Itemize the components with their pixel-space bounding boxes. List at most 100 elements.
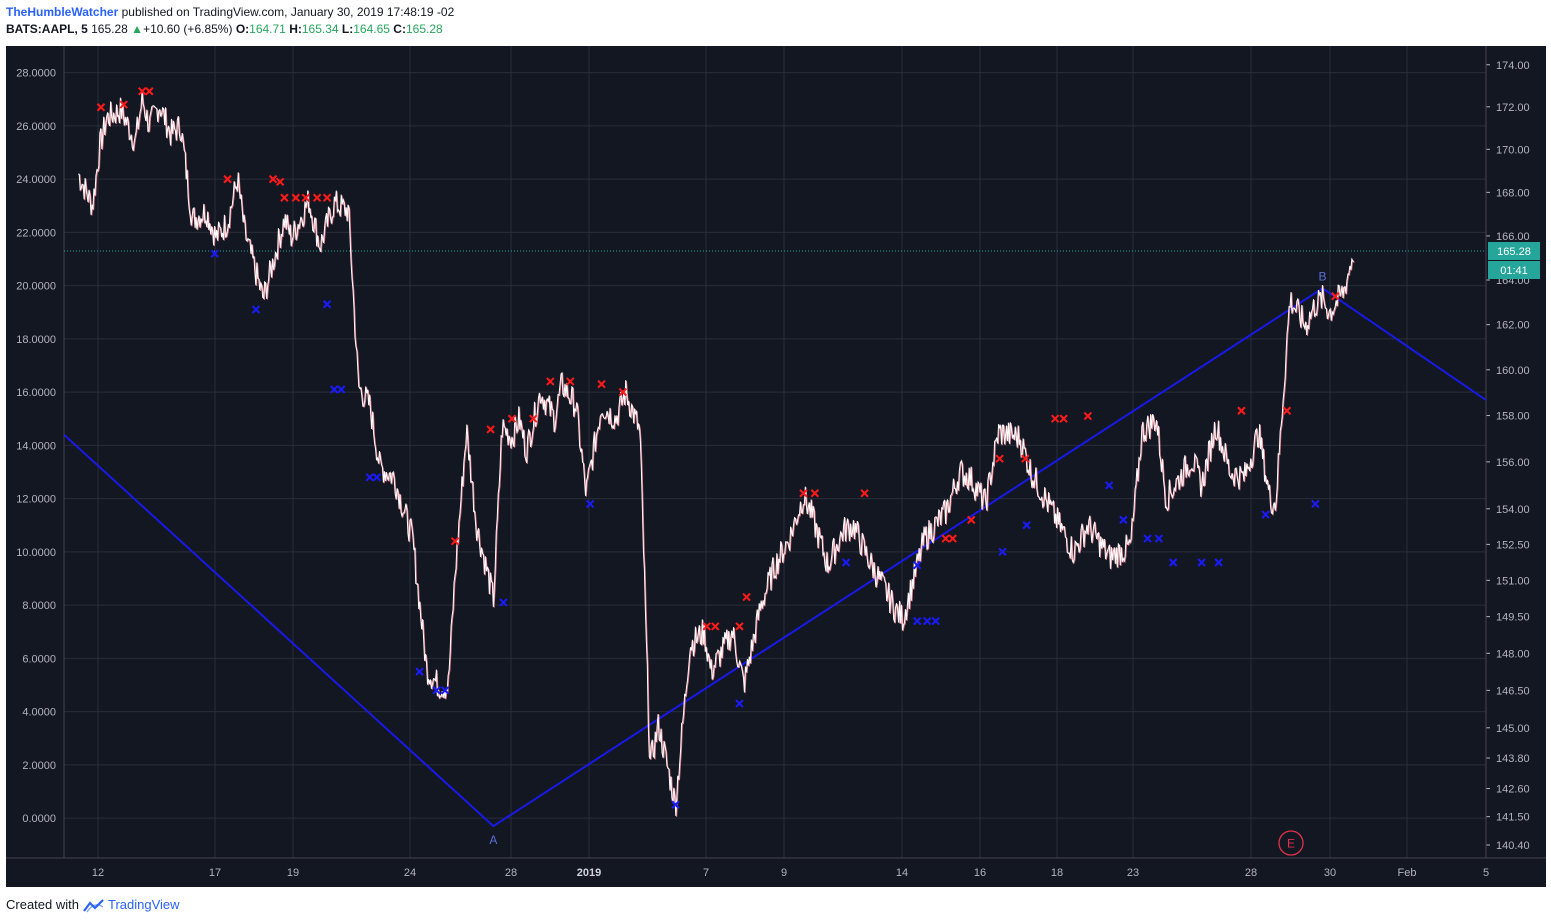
- price-chart[interactable]: 28.0000 26.0000 24.0000 22.0000 20.0000 18.00…: [6, 40, 1546, 887]
- wave-e-circle: [1278, 830, 1304, 856]
- time-axis-label: 9: [781, 867, 787, 879]
- marker-stroke: [275, 177, 285, 186]
- marker-stroke: [1021, 454, 1030, 463]
- left-axis-tick-label: 18.0000: [16, 334, 56, 346]
- buy-signal-icon: [1168, 558, 1178, 567]
- marker-stroke: [145, 87, 154, 96]
- marker-stroke: [291, 193, 300, 202]
- price-series-line: [78, 90, 1354, 817]
- time-axis-label: 28: [505, 867, 517, 879]
- last-price-tag-label: 165.28: [1497, 246, 1531, 258]
- marker-stroke: [529, 414, 538, 423]
- marker-stroke: [711, 622, 720, 631]
- right-axis-area: [1486, 46, 1546, 858]
- marker-stroke: [507, 414, 517, 423]
- marker-stroke: [912, 560, 922, 570]
- marker-stroke: [735, 622, 744, 631]
- time-axis-label: 17: [209, 867, 221, 879]
- marker-stroke: [1050, 414, 1060, 423]
- buy-signal-icon: [337, 385, 346, 394]
- left-axis-tick-label: 2.0000: [22, 760, 56, 772]
- sell-signal-icon: [597, 379, 606, 389]
- buy-signal-icon: [1311, 499, 1320, 509]
- left-axis-tick-label: 14.0000: [16, 440, 56, 452]
- sell-signal-icon: [450, 536, 460, 546]
- marker-stroke: [1214, 558, 1223, 567]
- author-link[interactable]: TheHumbleWatcher: [6, 5, 119, 19]
- marker-stroke: [912, 616, 922, 626]
- time-axis-label: 14: [896, 867, 908, 879]
- buy-signal-icon: [1119, 515, 1128, 525]
- right-axis-tick-label: 143.80: [1496, 753, 1530, 765]
- marker-stroke: [1311, 499, 1320, 509]
- last-price: 165.28: [91, 22, 128, 36]
- buy-signal-icon: [1143, 534, 1152, 543]
- marker-stroke: [322, 300, 332, 309]
- right-axis-tick-label: 160.00: [1496, 365, 1530, 377]
- marker-stroke: [922, 616, 932, 626]
- buy-signal-icon: [372, 473, 382, 482]
- marker-stroke: [372, 473, 382, 482]
- buy-signal-icon: [322, 300, 332, 309]
- marker-stroke: [1168, 558, 1178, 567]
- open-value: 164.71: [249, 22, 286, 36]
- buy-signal-icon: [585, 499, 595, 509]
- sell-signal-icon: [967, 515, 976, 525]
- right-axis-tick-label: 141.50: [1496, 812, 1530, 824]
- marker-stroke: [312, 193, 322, 202]
- marker-stroke: [337, 385, 346, 394]
- sell-signal-icon: [995, 454, 1004, 463]
- right-axis-tick-label: 172.00: [1496, 102, 1530, 114]
- marker-stroke: [810, 489, 820, 498]
- sell-signal-icon: [711, 622, 720, 631]
- sell-signal-icon: [948, 534, 957, 543]
- marker-stroke: [251, 305, 261, 314]
- marker-stroke: [998, 547, 1007, 557]
- sell-signal-icon: [860, 489, 869, 498]
- left-axis-tick-label: 22.0000: [16, 227, 56, 239]
- marker-stroke: [799, 489, 808, 498]
- sell-signal-icon: [529, 414, 538, 423]
- sell-signal-icon: [138, 87, 147, 96]
- buy-signal-icon: [440, 686, 450, 695]
- buy-signal-icon: [735, 699, 744, 708]
- marker-stroke: [268, 174, 278, 184]
- marker-stroke: [499, 598, 508, 607]
- marker-stroke: [948, 534, 957, 543]
- time-axis-label: 23: [1127, 867, 1139, 879]
- sell-signal-icon: [742, 592, 751, 602]
- time-axis-label: 24: [404, 867, 416, 879]
- sell-signal-icon: [223, 174, 232, 184]
- marker-stroke: [210, 249, 219, 258]
- sell-signal-icon: [1050, 414, 1060, 423]
- last-price-tag: [1488, 241, 1540, 260]
- buy-signal-icon: [912, 560, 922, 570]
- price-series-shadow: [78, 91, 1355, 817]
- time-axis-area: [6, 858, 1546, 887]
- sell-signal-icon: [291, 193, 300, 202]
- buy-signal-icon: [998, 547, 1007, 557]
- sell-signal-icon: [618, 387, 628, 397]
- right-axis-tick-label: 149.50: [1496, 612, 1530, 624]
- buy-signal-icon: [1261, 510, 1270, 519]
- buy-signal-icon: [415, 667, 424, 676]
- sell-signal-icon: [119, 100, 128, 109]
- marker-stroke: [322, 193, 332, 202]
- sell-signal-icon: [301, 193, 310, 202]
- marker-stroke: [1022, 521, 1031, 530]
- marker-stroke: [1261, 510, 1270, 519]
- right-axis-tick-label: 148.00: [1496, 648, 1530, 660]
- marker-stroke: [995, 454, 1004, 463]
- tradingview-link[interactable]: TradingView: [108, 897, 180, 912]
- marker-stroke: [546, 377, 555, 386]
- left-axis-tick-label: 8.0000: [22, 600, 56, 612]
- time-axis-label: 18: [1051, 867, 1063, 879]
- right-axis-tick-label: 174.00: [1496, 60, 1530, 72]
- sell-signal-icon: [96, 103, 106, 112]
- chart-frame[interactable]: 28.0000 26.0000 24.0000 22.0000 20.0000 18.00…: [6, 40, 1546, 887]
- sell-signal-icon: [1237, 406, 1246, 415]
- left-axis-tick-label: 10.0000: [16, 547, 56, 559]
- buy-signal-icon: [251, 305, 261, 314]
- pattern-point-b-label: B: [1318, 269, 1326, 283]
- high-value: 165.34: [301, 22, 339, 36]
